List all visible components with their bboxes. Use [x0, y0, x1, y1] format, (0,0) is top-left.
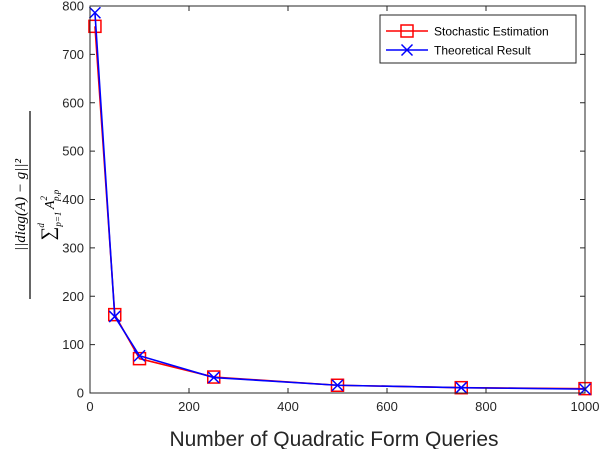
y-tick-label: 300 — [62, 240, 84, 255]
y-tick-label: 500 — [62, 144, 84, 159]
legend: Stochastic Estimation Theoretical Result — [379, 14, 577, 64]
y-axis-label-numerator: ||diag(A) − g||² — [13, 159, 29, 251]
y-tick-label: 800 — [62, 0, 84, 14]
x-marker — [455, 381, 468, 394]
x-tick-label: 800 — [475, 399, 497, 414]
y-tick-label: 400 — [62, 192, 84, 207]
x-marker — [331, 379, 344, 392]
x-marker — [133, 349, 146, 362]
y-tick-label: 100 — [62, 337, 84, 352]
x-tick-label: 1000 — [571, 399, 599, 414]
square-marker — [132, 351, 147, 366]
x-tick-label: 200 — [178, 399, 200, 414]
legend-label: Theoretical Result — [434, 44, 531, 58]
x-marker — [207, 371, 220, 384]
x-tick-label: 600 — [376, 399, 398, 414]
legend-square-marker — [400, 24, 414, 38]
plot-background — [90, 6, 585, 393]
y-tick-label: 200 — [62, 289, 84, 304]
y-tick-label: 600 — [62, 95, 84, 110]
y-tick-label: 0 — [77, 386, 84, 401]
square-marker — [207, 370, 221, 384]
x-tick-label: 400 — [277, 399, 299, 414]
series-2 — [88, 6, 592, 396]
legend-item-2: Theoretical Result — [386, 44, 531, 58]
legend-item-1: Stochastic Estimation — [386, 24, 549, 39]
legend-label: Stochastic Estimation — [434, 25, 549, 39]
x-axis-label: Number of Quadratic Form Queries — [169, 428, 498, 449]
x-tick-label: 0 — [86, 399, 93, 414]
legend-x-marker — [400, 43, 414, 57]
y-axis-label-denominator: ∑p=1dA2 p,p — [36, 189, 63, 240]
y-tick-label: 700 — [62, 47, 84, 62]
x-marker — [108, 310, 121, 323]
axes: 0 200 400 600 800 1000 0 100 200 300 400 500 600 700 8… — [62, 0, 599, 414]
x-marker — [88, 6, 101, 19]
plot-area — [88, 6, 592, 396]
y-axis-label: ||diag(A) − g||² ∑p=1dA2 p,p — [13, 111, 63, 299]
